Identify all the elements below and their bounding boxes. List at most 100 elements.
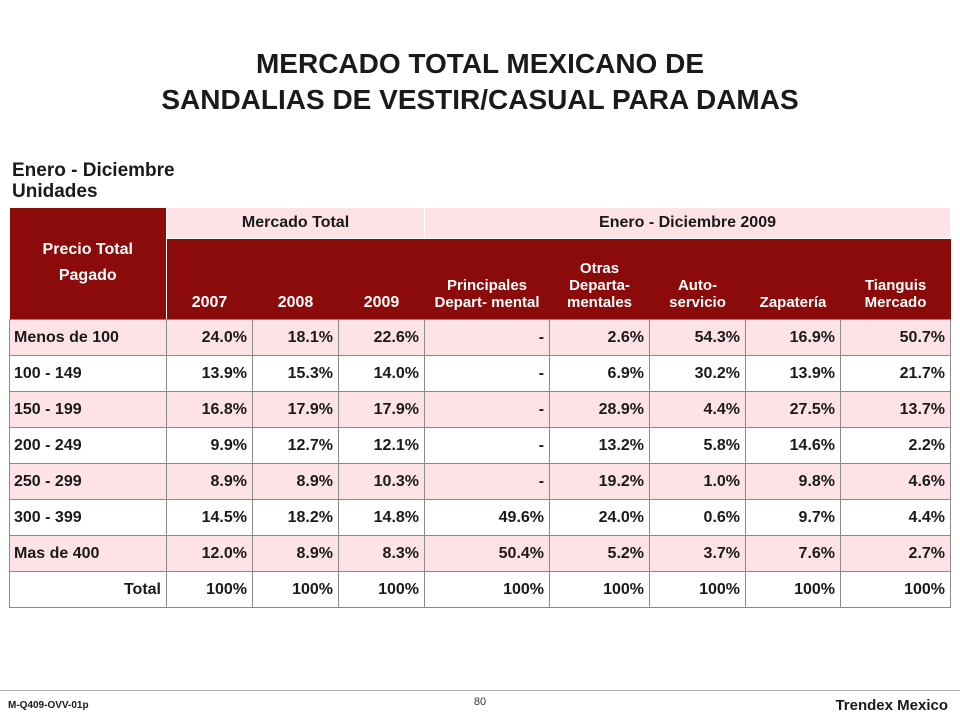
table-cell: 100%	[549, 571, 651, 608]
col-header: Zapatería	[745, 238, 841, 320]
table-row: 200 - 249 9.9% 12.7% 12.1% -13.2% 5.8% 14.6% 2.…	[9, 427, 952, 464]
table-cell: -	[424, 355, 551, 392]
table-cell: 50.4%	[424, 535, 551, 572]
col-header: Auto- servicio	[649, 238, 746, 320]
header-row-columns: 2007 2008 2009 Principales Depart- menta…	[10, 238, 951, 320]
table-cell: 4.6%	[840, 463, 952, 500]
table-cell: 8.9%	[252, 535, 339, 572]
table-cell: 13.7%	[840, 391, 952, 428]
table-cell: 30.2%	[649, 355, 747, 392]
col-header: Principales Depart- mental	[424, 238, 550, 320]
table-cell: 50.7%	[840, 319, 952, 356]
table-cell: 49.6%	[424, 499, 551, 536]
price-header-line2: Pagado	[58, 267, 117, 285]
table-cell: 10.3%	[337, 463, 426, 500]
table-cell: 18.1%	[252, 319, 339, 356]
table-cell: 13.9%	[745, 355, 842, 392]
footer-divider	[0, 690, 960, 691]
table-cell: 8.3%	[337, 535, 426, 572]
table-cell: 2.6%	[549, 319, 651, 356]
table-cell: 28.9%	[549, 391, 651, 428]
table-body: Menos de 100 24.0% 18.1% 22.6% -2.6% 54.3% 16.…	[9, 319, 952, 608]
group-header-period: Enero - Diciembre 2009	[424, 207, 952, 239]
table-cell: 2.7%	[840, 535, 952, 572]
table-cell: 1.0%	[649, 463, 747, 500]
table-cell: -	[424, 391, 551, 428]
table-cell: 9.7%	[745, 499, 842, 536]
table-cell: 5.2%	[549, 535, 651, 572]
table-cell: 13.9%	[166, 355, 253, 392]
table-cell: 24.0%	[549, 499, 651, 536]
table-row: Mas de 400 12.0% 8.9% 8.3% 50.4% 5.2% 3.7% 7.6%…	[9, 535, 952, 572]
table-row: 150 - 199 16.8% 17.9% 17.9% -28.9% 4.4% 27.5% 1…	[9, 391, 952, 428]
table-cell: -	[424, 427, 551, 464]
row-label: Total	[9, 571, 167, 608]
row-label: 300 - 399	[9, 499, 167, 536]
brand-name: Trendex Mexico	[835, 697, 948, 714]
table-cell: 18.2%	[252, 499, 339, 536]
table-cell: 17.9%	[252, 391, 339, 428]
row-label: 250 - 299	[9, 463, 167, 500]
table-cell: 14.8%	[337, 499, 426, 536]
table-cell: 12.0%	[166, 535, 253, 572]
table-cell: 9.9%	[166, 427, 253, 464]
table-cell: 9.8%	[745, 463, 842, 500]
table-row: 250 - 299 8.9% 8.9% 10.3% -19.2% 1.0% 9.8% 4.6%	[9, 463, 952, 500]
price-distribution-table: Precio Total Pagado Mercado Total Enero …	[9, 207, 952, 608]
col-header: 2009	[338, 238, 425, 320]
table-cell: 8.9%	[166, 463, 253, 500]
table-cell: 14.5%	[166, 499, 253, 536]
table-cell: 0.6%	[649, 499, 747, 536]
table-cell: 100%	[745, 571, 842, 608]
table-row: Menos de 100 24.0% 18.1% 22.6% -2.6% 54.3% 16.…	[9, 319, 952, 356]
table-cell: 3.7%	[649, 535, 747, 572]
table-cell: 100%	[424, 571, 551, 608]
table-cell: 100%	[337, 571, 426, 608]
page-number: 80	[473, 696, 487, 708]
subtitle: Enero - Diciembre Unidades	[12, 160, 175, 202]
table-cell: 4.4%	[649, 391, 747, 428]
table-cell: 2.2%	[840, 427, 952, 464]
row-label: Menos de 100	[9, 319, 167, 356]
subtitle-units: Unidades	[12, 181, 98, 202]
table-cell: 15.3%	[252, 355, 339, 392]
table-cell: 8.9%	[252, 463, 339, 500]
table-row: 100 - 149 13.9% 15.3% 14.0% -6.9% 30.2% 13.9% 2…	[9, 355, 952, 392]
table-cell: 7.6%	[745, 535, 842, 572]
table-cell: 4.4%	[840, 499, 952, 536]
table-cell: 27.5%	[745, 391, 842, 428]
slide-title: MERCADO TOTAL MEXICANO DE SANDALIAS DE V…	[0, 46, 960, 118]
table-cell: 24.0%	[166, 319, 253, 356]
table-row: 300 - 399 14.5% 18.2% 14.8% 49.6% 24.0% 0.6% 9.…	[9, 499, 952, 536]
table-cell: 100%	[840, 571, 952, 608]
table-cell: 100%	[166, 571, 253, 608]
table-cell: 100%	[252, 571, 339, 608]
group-header-total-market: Mercado Total	[165, 207, 426, 239]
row-label: Mas de 400	[9, 535, 167, 572]
table-cell: -	[424, 463, 551, 500]
table-cell: 13.2%	[549, 427, 651, 464]
document-code: M-Q409-OVV-01p	[8, 700, 89, 711]
table-cell: 19.2%	[549, 463, 651, 500]
col-header: Otras Departa- mentales	[549, 238, 650, 320]
table-cell: -	[424, 319, 551, 356]
table-cell: 12.1%	[337, 427, 426, 464]
row-label: 100 - 149	[9, 355, 167, 392]
header-row-groups: Precio Total Pagado Mercado Total Enero …	[9, 207, 952, 320]
table-cell: 100%	[649, 571, 747, 608]
price-header-line1: Precio Total	[42, 241, 133, 259]
table-cell: 12.7%	[252, 427, 339, 464]
table-cell: 5.8%	[649, 427, 747, 464]
title-line-2: SANDALIAS DE VESTIR/CASUAL PARA DAMAS	[161, 84, 799, 115]
table-cell: 14.0%	[337, 355, 426, 392]
col-header: 2008	[252, 238, 339, 320]
title-line-1: MERCADO TOTAL MEXICANO DE	[255, 48, 704, 79]
table-cell: 54.3%	[649, 319, 747, 356]
col-header: 2007	[166, 238, 253, 320]
total-row: Total 100% 100% 100% 100% 100% 100% 100% 100%	[9, 571, 952, 608]
price-header: Precio Total Pagado	[9, 207, 167, 320]
table-cell: 21.7%	[840, 355, 952, 392]
row-label: 150 - 199	[9, 391, 167, 428]
row-label: 200 - 249	[9, 427, 167, 464]
table-cell: 16.9%	[745, 319, 842, 356]
